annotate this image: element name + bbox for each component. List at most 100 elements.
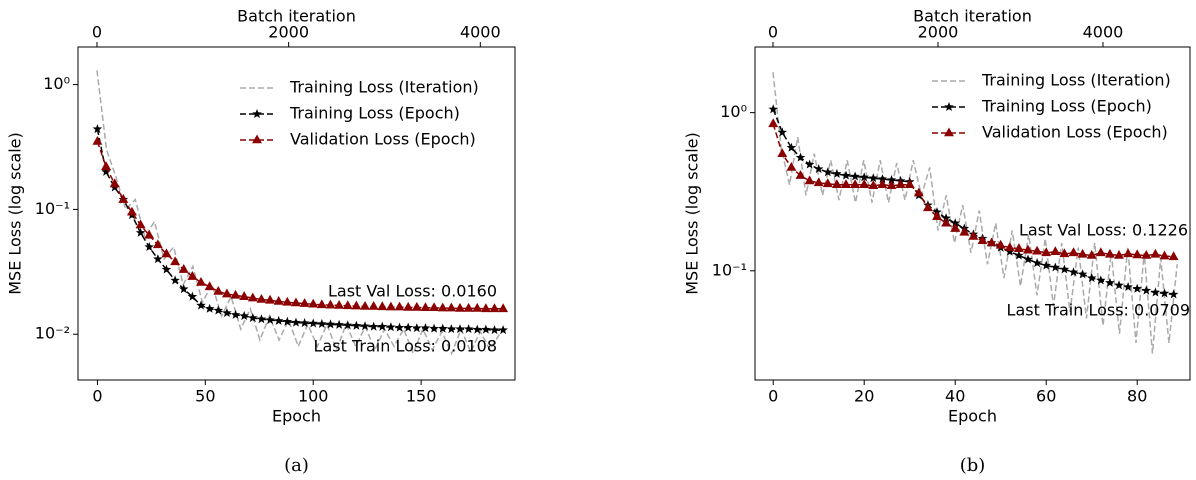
data-point: [1059, 248, 1070, 258]
data-point: [411, 301, 422, 311]
y-tick-label: 10⁰: [43, 74, 70, 93]
data-point: [1068, 247, 1079, 257]
legend-label: Training Loss (Iteration): [289, 78, 479, 97]
data-point: [1050, 262, 1061, 272]
data-point: [256, 314, 267, 324]
data-point: [273, 295, 284, 305]
data-point: [1114, 249, 1124, 259]
data-point: [101, 161, 112, 170]
data-point: [317, 318, 327, 328]
data-point: [360, 321, 370, 331]
data-point: [153, 254, 163, 264]
data-point: [308, 318, 318, 328]
data-point: [187, 271, 198, 280]
x-tick-label: 60: [1036, 387, 1056, 406]
data-point: [1013, 243, 1024, 252]
legend-label: Training Loss (Epoch): [981, 97, 1152, 116]
data-point: [437, 323, 448, 333]
x2-tick-label: 2000: [268, 23, 309, 42]
data-point: [351, 300, 362, 310]
data-point: [859, 172, 869, 182]
legend-label: Validation Loss (Epoch): [290, 130, 476, 149]
data-point: [196, 276, 206, 286]
data-point: [377, 301, 388, 311]
data-point: [1014, 250, 1024, 260]
axes-frame: [754, 46, 1191, 381]
data-point: [850, 179, 861, 189]
data-point: [1077, 269, 1088, 279]
y-tick-label: 10⁻¹: [712, 260, 747, 279]
data-point: [247, 292, 258, 302]
data-point: [420, 323, 431, 333]
data-point: [489, 325, 500, 335]
data-point: [196, 300, 206, 310]
data-point: [127, 206, 137, 216]
annotation: Last Train Loss: 0.0709: [1007, 301, 1190, 320]
y-tick-label: 10⁰: [720, 102, 747, 121]
data-point: [1086, 249, 1097, 259]
x-tick-label: 150: [406, 387, 437, 406]
data-point: [385, 301, 396, 311]
data-point: [1032, 245, 1043, 255]
annotation: Last Val Loss: 0.0160: [328, 282, 497, 301]
data-point: [282, 316, 293, 326]
data-point: [1104, 248, 1115, 258]
data-point: [230, 309, 241, 319]
axes-frame: [77, 46, 516, 381]
data-point: [221, 288, 232, 298]
legend-label: Validation Loss (Epoch): [982, 123, 1168, 142]
data-point: [1114, 280, 1124, 290]
data-point: [895, 179, 906, 189]
caption: (b): [960, 455, 986, 476]
data-point: [239, 311, 249, 321]
data-point: [291, 317, 301, 327]
annotation: Last Train Loss: 0.0108: [314, 337, 497, 356]
x2-tick-label: 2000: [918, 23, 959, 42]
data-point: [823, 167, 833, 177]
data-point: [1086, 273, 1097, 283]
data-point: [868, 173, 879, 183]
data-point: [1095, 247, 1106, 257]
data-point: [403, 322, 413, 332]
data-point: [1105, 277, 1115, 287]
data-point: [950, 218, 960, 228]
data-point: [178, 264, 189, 273]
data-point: [804, 175, 815, 185]
data-point: [429, 302, 440, 312]
caption: (a): [284, 455, 309, 476]
x2-tick-label: 0: [92, 23, 102, 42]
series-line: [96, 70, 501, 356]
data-point: [813, 164, 824, 174]
data-point: [959, 226, 970, 236]
data-point: [161, 248, 172, 258]
data-point: [850, 171, 860, 181]
data-point: [325, 299, 336, 309]
subplot: 0 20 40 60 80 0 2000 4000 10⁰ 10⁻¹ Epoch Batch iter…: [683, 7, 1191, 476]
data-point: [904, 179, 915, 189]
data-point: [1023, 254, 1033, 264]
data-point: [877, 179, 888, 189]
x-axis-label: Epoch: [948, 407, 997, 426]
data-point: [1096, 275, 1106, 285]
data-point: [412, 323, 422, 333]
data-point: [877, 174, 888, 184]
data-point: [1150, 248, 1161, 258]
data-point: [498, 325, 508, 335]
data-point: [248, 312, 258, 323]
data-point: [804, 159, 815, 169]
data-point: [334, 319, 344, 329]
data-point: [480, 303, 491, 313]
data-point: [886, 180, 897, 190]
data-point: [291, 297, 301, 307]
data-point: [1168, 289, 1179, 299]
data-point: [950, 223, 961, 232]
data-point: [437, 302, 448, 312]
data-point: [786, 142, 797, 152]
data-point: [841, 179, 851, 189]
data-point: [995, 239, 1006, 249]
data-point: [1050, 246, 1061, 256]
data-point: [1141, 249, 1152, 259]
data-point: [394, 301, 405, 311]
x2-axis-label: Batch iteration: [237, 7, 356, 26]
